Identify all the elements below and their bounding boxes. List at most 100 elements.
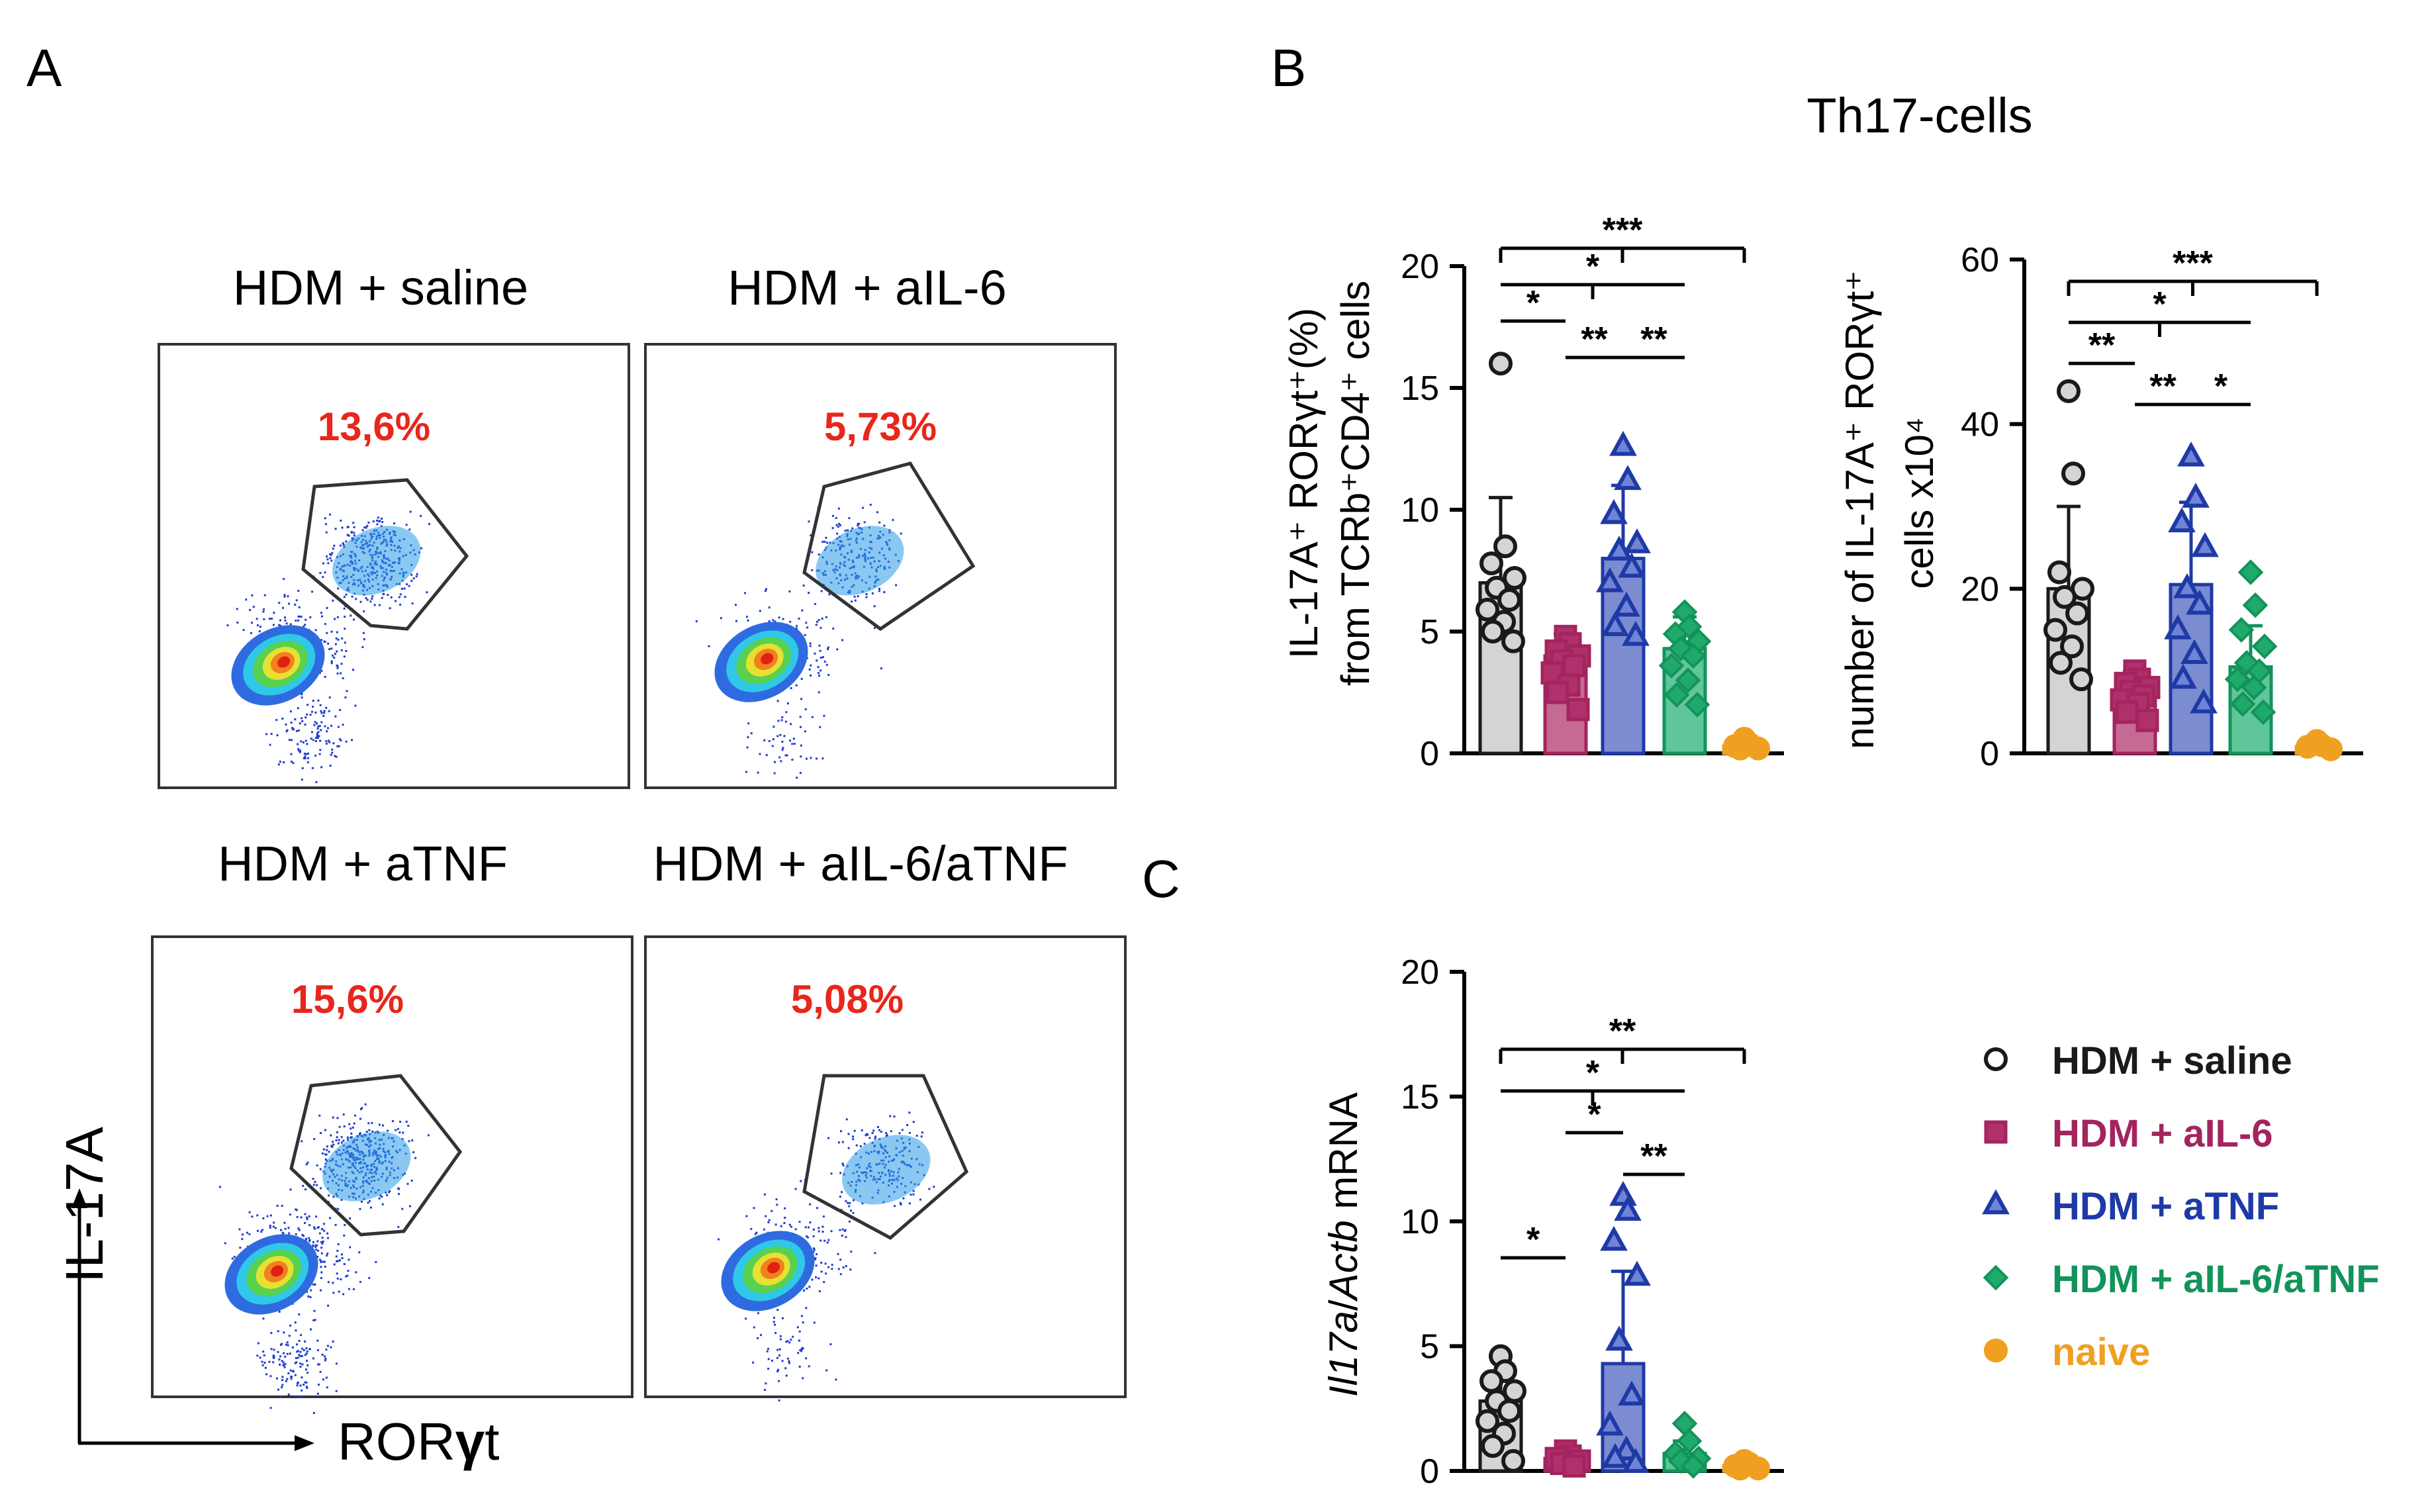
flow-dot: [350, 614, 352, 617]
flow-dot: [295, 1396, 297, 1399]
flow-dot: [236, 608, 238, 610]
flow-dot: [865, 596, 868, 598]
flow-dot: [340, 519, 342, 522]
b-percent-point: [1503, 566, 1526, 591]
flow-dot: [324, 623, 326, 626]
flow-dot: [839, 1273, 842, 1276]
flow-dot: [782, 747, 784, 749]
flow-dot: [269, 1214, 272, 1217]
flow-dots-group-2: [218, 1103, 430, 1414]
flow-dot: [835, 524, 838, 526]
flow-dot: [350, 1137, 352, 1139]
flow-dot: [311, 731, 314, 733]
flow-dot: [817, 672, 820, 675]
flow-dot: [382, 1124, 385, 1127]
b-percent-point: [1481, 620, 1505, 643]
b-number-point: [2053, 585, 2077, 609]
b-percent-sig-label: **: [1640, 320, 1667, 359]
gate-percent-saline: 13,6%: [318, 404, 430, 449]
b-number-point: [2228, 617, 2255, 643]
flow-dot: [337, 1207, 340, 1210]
flow-dot: [279, 761, 281, 763]
flow-dot: [298, 1229, 301, 1231]
flow-dot: [311, 767, 314, 769]
flow-dot: [283, 1364, 285, 1366]
flow-dot: [353, 526, 355, 528]
flow-dot: [256, 618, 258, 620]
b-percent-sig-label: **: [1581, 320, 1608, 359]
flow-dot: [298, 749, 301, 752]
flow-dot: [324, 1265, 326, 1268]
flow-dot: [771, 1359, 773, 1362]
flow-dot: [341, 1256, 344, 1259]
b-percent-point: [1728, 736, 1752, 761]
flow-dot: [344, 1223, 346, 1226]
flow-dot: [251, 1215, 254, 1218]
flow-dot: [289, 710, 292, 713]
flow-dot: [329, 557, 332, 559]
flow-dot: [340, 1136, 343, 1139]
flow-dot: [800, 744, 802, 747]
flow-dot: [264, 1366, 267, 1369]
flow-dot: [273, 1348, 275, 1351]
flow-dot: [920, 1135, 923, 1138]
flow-dot: [291, 727, 294, 730]
flow-dot: [314, 629, 317, 632]
flow-dot: [346, 534, 349, 536]
flow-dot: [350, 530, 353, 533]
panel-label-b: B: [1271, 38, 1306, 97]
flow-dot: [316, 1392, 319, 1395]
flow-dot: [313, 1226, 316, 1229]
flow-dot: [845, 1118, 848, 1121]
flow-dot: [249, 609, 252, 612]
flow-dot: [336, 1260, 338, 1262]
flow-dot: [284, 1227, 287, 1230]
flow-dot: [873, 605, 876, 608]
flow-dot: [344, 616, 346, 618]
b-number-sig-label: *: [2214, 367, 2228, 406]
flow-dot: [338, 1290, 340, 1293]
flow-dot: [351, 595, 353, 598]
flow-dot: [287, 1372, 290, 1374]
flow-dot: [381, 596, 383, 599]
flow-dot: [865, 1133, 868, 1135]
flow-dot: [269, 1226, 271, 1229]
flow-dot: [365, 597, 367, 600]
flow-dot: [314, 737, 317, 739]
c-mrna-sig-label: **: [1609, 1012, 1636, 1051]
flow-dot: [839, 1258, 842, 1261]
flow-dot: [779, 733, 782, 736]
flow-dot: [262, 1350, 265, 1353]
flow-dot: [285, 1380, 287, 1382]
flow-dot: [294, 1374, 297, 1376]
b-percent-point: [1680, 643, 1707, 669]
flow-dot: [841, 1162, 844, 1165]
flow-dot: [279, 1344, 282, 1347]
flow-dot: [281, 1204, 283, 1207]
flow-dot: [791, 759, 794, 761]
flow-dot: [831, 1268, 833, 1270]
flow-dot: [823, 660, 826, 663]
b-number-point: [2182, 483, 2210, 508]
flow-dot: [336, 664, 338, 667]
flow-dot: [399, 1121, 402, 1123]
flow-dot: [361, 529, 364, 532]
flow-dot: [320, 710, 322, 712]
flow-dot: [851, 1135, 854, 1138]
flow-dot: [820, 1270, 823, 1273]
flow-dot: [304, 1368, 307, 1371]
flow-dot: [826, 1241, 829, 1244]
flow-dot: [790, 687, 792, 690]
flow-dot: [297, 707, 299, 710]
flow-dot: [283, 1352, 285, 1354]
flow-dot: [324, 523, 327, 526]
flow-dot: [348, 1123, 351, 1125]
flow-dot: [344, 641, 346, 644]
flow-dot: [365, 1131, 368, 1133]
flow-dot: [322, 714, 325, 717]
flow-dot: [805, 622, 808, 624]
flow-dot: [839, 524, 841, 526]
flow-dot: [349, 1246, 351, 1249]
flow-dot: [300, 616, 303, 618]
flow-dot: [348, 534, 350, 537]
